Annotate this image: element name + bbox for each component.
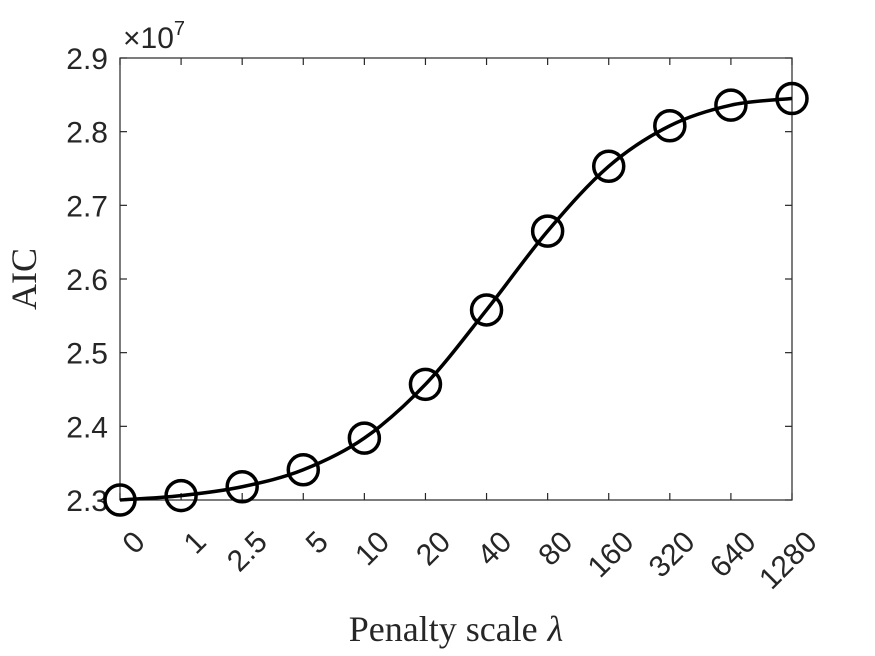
y-tick-label: 2.8	[66, 117, 108, 150]
y-axis: 2.3 2.4 2.5 2.6 2.7 2.8 2.9	[66, 43, 792, 518]
data-point	[286, 453, 321, 487]
x-tick-label: 2.5	[221, 525, 274, 578]
x-tick-label: 640	[704, 525, 763, 584]
y-tick-label: 2.6	[66, 264, 108, 297]
x-axis-title-text: Penalty scale	[349, 609, 538, 649]
y-exponent: ×107	[123, 18, 185, 55]
x-tick-label: 80	[532, 525, 579, 572]
x-tick-label: 1	[178, 525, 213, 560]
x-axis-title-symbol: λ	[547, 609, 564, 649]
y-tick-label: 2.4	[66, 411, 108, 444]
data-point	[530, 214, 565, 248]
data-point	[591, 149, 626, 184]
x-tick-label: 20	[410, 525, 457, 572]
series-markers	[103, 81, 809, 517]
x-tick-label: 160	[582, 525, 641, 584]
y-tick-label: 2.5	[66, 338, 108, 371]
data-point	[164, 478, 198, 513]
data-point	[347, 421, 382, 455]
x-tick-label: 40	[471, 525, 518, 572]
x-tick-label: 1280	[753, 525, 824, 596]
x-tick-label: 10	[349, 525, 396, 572]
y-axis-title: AIC	[4, 248, 44, 310]
data-point	[469, 293, 504, 327]
x-tick-label: 0	[117, 525, 152, 560]
data-point	[225, 469, 259, 504]
data-point	[103, 483, 137, 517]
x-tick-label: 5	[300, 525, 335, 560]
plot-area	[119, 57, 793, 501]
y-tick-label: 2.9	[66, 43, 108, 76]
y-tick-label: 2.3	[66, 485, 108, 518]
series-line	[119, 96, 793, 502]
x-axis-title: Penalty scale λ	[349, 609, 564, 649]
data-point	[653, 109, 687, 143]
data-point	[775, 81, 809, 116]
y-tick-label: 2.7	[66, 190, 108, 223]
x-tick-label: 320	[643, 525, 702, 584]
data-point	[408, 367, 443, 402]
data-point	[714, 88, 748, 122]
